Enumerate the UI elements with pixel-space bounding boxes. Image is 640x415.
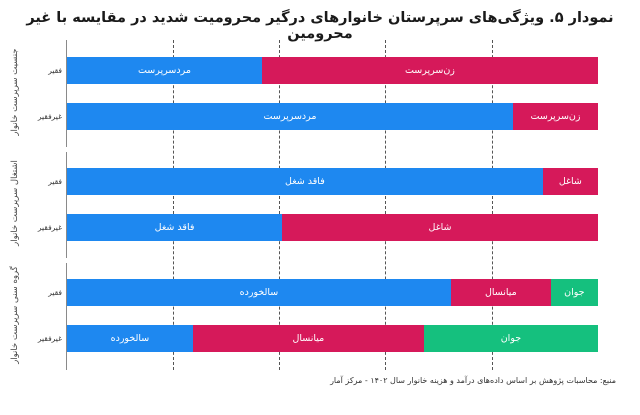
row-label: غیرفقیر [37,223,62,232]
bar-segment: زن‌سرپرست [513,103,598,130]
gridline-40 [279,40,280,370]
bar-segment: شاغل [542,168,598,195]
bar-segment: سالخورده [67,279,451,306]
row-label: فقیر [48,177,62,186]
bar-segment: شاغل [282,214,598,241]
bar-segment: میانسال [192,325,424,352]
bar-employment-nonpoor: فاقد شغل شاغل [67,214,598,241]
bar-gender-nonpoor: مردسرپرست زن‌سرپرست [67,103,598,130]
group-axis-1 [66,40,67,147]
gridline-20 [173,40,174,370]
bar-segment: زن‌سرپرست [261,57,598,84]
row-label: فقیر [48,288,62,297]
row-label: غیرفقیر [37,112,62,121]
bar-segment: جوان [423,325,598,352]
bar-age-poor: سالخورده میانسال جوان [67,279,598,306]
bar-segment: سالخورده [67,325,193,352]
group-axis-2 [66,152,67,258]
row-label: غیرفقیر [37,334,62,343]
bar-segment: جوان [550,279,598,306]
group-label-age: گروه سنی سرپرست خانوار [10,266,20,364]
bar-segment: مردسرپرست [67,57,262,84]
bar-gender-poor: مردسرپرست زن‌سرپرست [67,57,598,84]
row-label: فقیر [48,66,62,75]
group-label-employment: اشتغال سرپرست خانوار [10,160,20,246]
group-label-gender: جنسیت سرپرست خانوار [10,48,20,136]
bar-employment-poor: فاقد شغل شاغل [67,168,598,195]
bar-segment: میانسال [450,279,551,306]
group-axis-3 [66,263,67,370]
bar-segment: فاقد شغل [67,168,543,195]
gridline-80 [492,40,493,370]
bar-segment: فاقد شغل [67,214,283,241]
source-note: منبع: محاسبات پژوهش بر اساس داده‌های درآ… [330,376,616,385]
chart-title: نمودار ۵. ویژگی‌های سرپرستان خانوارهای د… [26,10,614,42]
gridline-60 [385,40,386,370]
bar-age-nonpoor: سالخورده میانسال جوان [67,325,598,352]
bar-segment: مردسرپرست [67,103,514,130]
